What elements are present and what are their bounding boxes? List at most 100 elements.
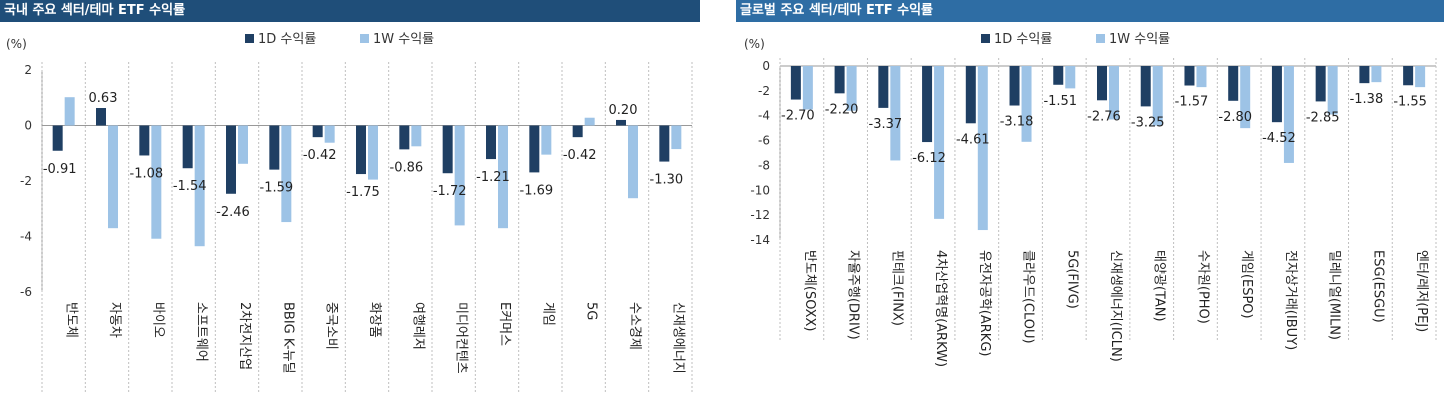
domestic-etf-chart: (%) 1D 수익률 1W 수익률 2 0 -2 -4 -6 -0.91 반도체 0.63 자동차 -1… bbox=[6, 32, 693, 392]
bar-1d bbox=[52, 125, 63, 151]
bar-1d bbox=[1097, 66, 1107, 101]
category-label: 전자상거래(IBUY) bbox=[1283, 250, 1298, 350]
bar-1w bbox=[1240, 66, 1251, 129]
bar-1d bbox=[1403, 66, 1414, 86]
bar-1d bbox=[834, 66, 845, 94]
y-tick-label: -4 bbox=[20, 230, 32, 244]
data-label-1d: -6.12 bbox=[912, 151, 946, 166]
legend-swatch-1w bbox=[1096, 34, 1105, 43]
bar-1d bbox=[790, 66, 801, 100]
category-label: BBIG K-뉴딜 bbox=[280, 302, 295, 374]
bar-1d bbox=[965, 66, 976, 124]
category-label: ESG(ESGU) bbox=[1370, 250, 1385, 323]
y-tick-label: -10 bbox=[750, 183, 770, 197]
y-tick-label: -8 bbox=[758, 158, 770, 172]
data-label-1d: -2.46 bbox=[216, 205, 250, 220]
category-label: 바이오 bbox=[150, 302, 165, 338]
bar-1d bbox=[572, 125, 583, 138]
category-label: 신재생에너지(ICLN) bbox=[1108, 250, 1123, 362]
bar-1d bbox=[486, 125, 496, 160]
category-label: 자율주행(DRIV) bbox=[846, 250, 862, 340]
bar-1w bbox=[1109, 66, 1119, 120]
y-tick-label: 2 bbox=[24, 63, 32, 77]
bar-1w bbox=[498, 125, 508, 229]
data-label-1d: -1.75 bbox=[346, 185, 380, 200]
data-label-1d: -3.18 bbox=[1000, 115, 1034, 130]
data-label-1d: -0.86 bbox=[390, 160, 424, 175]
legend-swatch-1d bbox=[981, 34, 990, 43]
bar-1d bbox=[922, 66, 933, 143]
bar-1d bbox=[139, 125, 150, 156]
bar-1w bbox=[1283, 66, 1294, 163]
category-label: 수소경제 bbox=[627, 302, 642, 350]
category-label: 신재생에너지 bbox=[670, 302, 685, 374]
bar-1w bbox=[1152, 66, 1163, 126]
global-etf-chart: (%) 1D 수익률 1W 수익률 0 -2 -4 -6 -8 -10 -12 -14 -2.70 반도… bbox=[744, 32, 1437, 367]
data-label-1d: -4.61 bbox=[956, 132, 990, 147]
data-label-1d: -1.54 bbox=[173, 179, 207, 194]
bar-1w bbox=[151, 125, 162, 239]
global-etf-panel: 글로벌 주요 섹터/테마 ETF 수익률 (%) 1D 수익률 1W 수익률 0 -2-… bbox=[736, 0, 1444, 408]
y-unit-label: (%) bbox=[6, 37, 27, 51]
data-label-1d: -3.25 bbox=[1131, 115, 1165, 130]
bar-1w bbox=[108, 125, 118, 229]
data-label-1d: -1.55 bbox=[1393, 94, 1427, 109]
y-tick-label: -4 bbox=[758, 109, 770, 123]
y-tick-label: -6 bbox=[758, 134, 770, 148]
data-label-1d: -1.38 bbox=[1350, 92, 1384, 107]
category-label: 4차산업혁명(ARKW) bbox=[933, 250, 948, 367]
category-label: 반도체 bbox=[64, 302, 79, 338]
bar-1d bbox=[96, 108, 106, 126]
bar-1d bbox=[1009, 66, 1020, 106]
bar-1w bbox=[368, 125, 378, 180]
bar-1w bbox=[890, 66, 901, 161]
bar-1w bbox=[1415, 66, 1426, 88]
bar-1w bbox=[802, 66, 813, 110]
bar-1d bbox=[1315, 66, 1326, 102]
bar-1w bbox=[628, 125, 638, 199]
bar-1d bbox=[182, 125, 193, 169]
data-label-1d: -1.59 bbox=[260, 181, 294, 196]
category-label: 중국소비 bbox=[324, 302, 339, 350]
data-label-1d: -3.37 bbox=[869, 117, 903, 132]
data-label-1d: -1.30 bbox=[650, 173, 684, 188]
bar-1d bbox=[269, 125, 280, 170]
domestic-etf-panel: 국내 주요 섹터/테마 ETF 수익률 (%) 1D 수익률 1W 수익률 2 0 -2-… bbox=[0, 0, 700, 408]
y-tick-label: -2 bbox=[20, 174, 32, 188]
data-label-1d: -2.85 bbox=[1306, 110, 1340, 125]
bar-1d bbox=[1053, 66, 1064, 85]
bar-1w bbox=[1021, 66, 1032, 142]
category-label: 자동차 bbox=[107, 302, 122, 338]
category-label: 엔터/레저(PEJ) bbox=[1414, 250, 1429, 332]
data-label-1d: -1.69 bbox=[520, 183, 554, 198]
bar-1w bbox=[194, 125, 205, 247]
bar-1d bbox=[356, 125, 366, 175]
bar-1d bbox=[1228, 66, 1239, 101]
data-label-1d: -2.20 bbox=[825, 102, 859, 117]
bar-1d bbox=[442, 125, 453, 174]
y-tick-label: 0 bbox=[24, 119, 32, 133]
data-label-1d: -4.52 bbox=[1262, 131, 1296, 146]
bar-1w bbox=[238, 125, 248, 164]
bar-1d bbox=[1184, 66, 1195, 86]
bar-1d bbox=[659, 125, 670, 162]
bar-1d bbox=[312, 125, 323, 138]
bar-1w bbox=[64, 97, 75, 126]
bar-1w bbox=[977, 66, 988, 231]
bar-1d bbox=[1140, 66, 1151, 107]
legend-swatch-1w bbox=[360, 34, 369, 43]
category-label: 수자원(PHO) bbox=[1195, 250, 1210, 324]
category-label: 미디어컨텐츠 bbox=[454, 302, 469, 374]
y-unit-label: (%) bbox=[744, 37, 765, 51]
bar-1w bbox=[281, 125, 292, 223]
bar-1w bbox=[541, 125, 552, 155]
data-label-1d: 0.63 bbox=[89, 91, 118, 106]
category-label: E커머스 bbox=[497, 302, 512, 346]
bar-1d bbox=[1271, 66, 1282, 123]
category-label: 여행레저 bbox=[410, 302, 426, 350]
data-label-1d: -2.76 bbox=[1087, 109, 1121, 124]
data-label-1d: 0.20 bbox=[609, 103, 638, 118]
category-label: 반도체(SOXX) bbox=[802, 250, 817, 332]
category-label: 2차전지산업 bbox=[237, 302, 252, 370]
bar-1w bbox=[1327, 66, 1338, 115]
